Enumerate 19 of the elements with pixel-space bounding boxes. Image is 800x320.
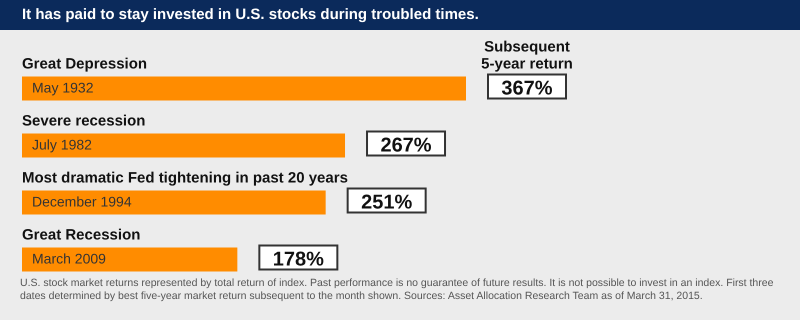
y-tick-label: December 1994 <box>32 194 132 210</box>
annotation: Great Depression <box>22 56 148 72</box>
annotation: Severe recession <box>22 112 146 130</box>
bar <box>22 190 326 214</box>
annotation: U.S. stock market returns represented by total return of index. Past performance is no guarantee of future results. It is not possible to invest in an index. First three dates determined by best five-year market return subsequent to the month shown. Sources: Asset Allocation Research Team as of March 31, 2015. <box>20 277 774 303</box>
data-label: 367% <box>501 78 553 100</box>
bar <box>22 134 346 158</box>
annotation: Great Recession <box>22 226 140 244</box>
y-tick-label: March 2009 <box>32 250 106 266</box>
bar <box>22 248 238 272</box>
annotation: Most dramatic Fed tightening in past 20 years <box>22 170 348 186</box>
bar <box>22 76 466 100</box>
text: Subsequent 5-year return <box>481 38 573 72</box>
data-label: 178% <box>272 248 324 270</box>
data-label: 251% <box>361 192 412 214</box>
y-tick-label: May 1932 <box>32 80 94 96</box>
data-label: 267% <box>380 134 432 156</box>
y-tick-label: July 1982 <box>32 136 92 152</box>
chart-title: It has paid to stay invested in U.S. stocks during troubled times. <box>0 0 800 30</box>
